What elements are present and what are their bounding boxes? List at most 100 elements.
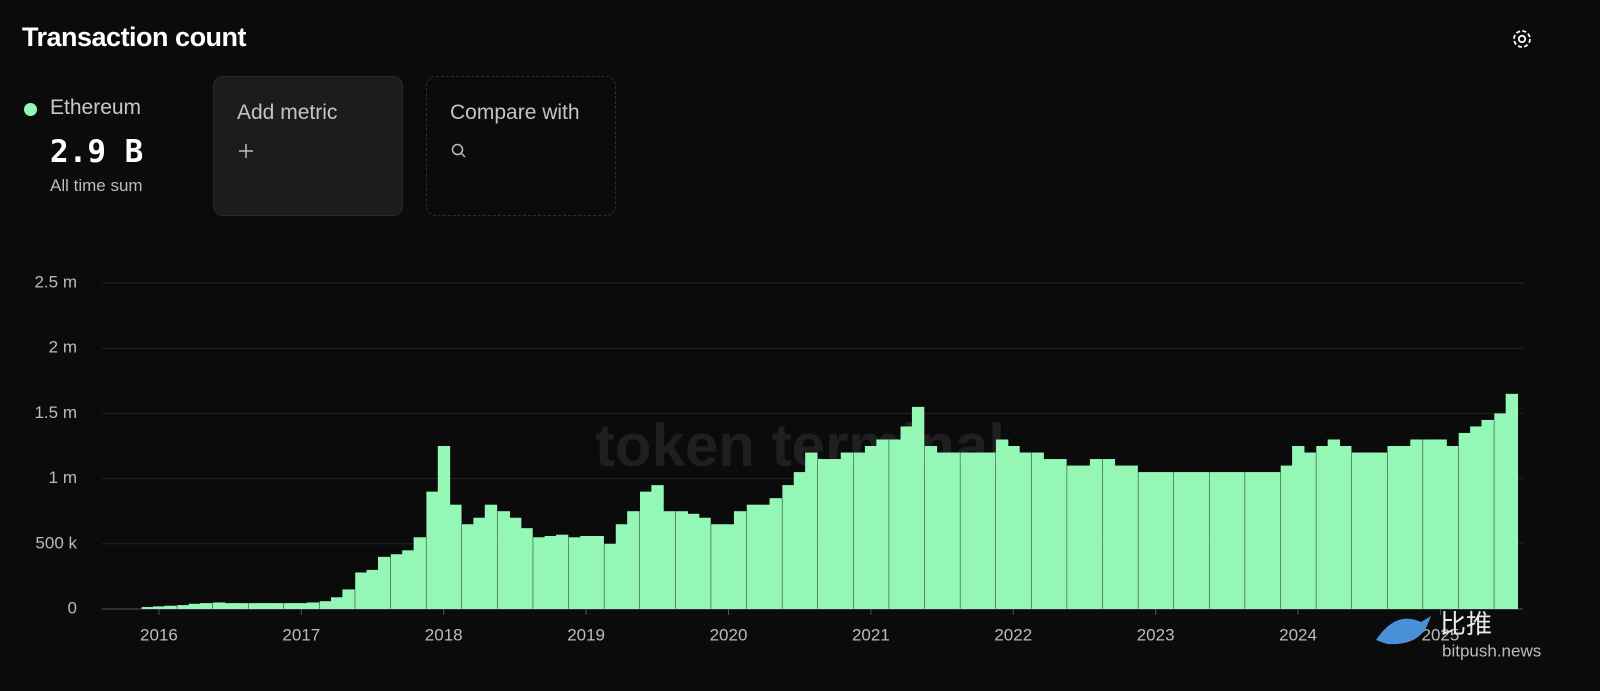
bar [366,569,379,609]
bar [995,439,1009,609]
bar [1445,446,1459,609]
page-title: Transaction count [22,22,247,52]
bar [604,543,617,609]
bar [449,504,462,609]
x-tick-label: 2025 [1422,625,1460,644]
bar [1494,413,1507,609]
bar [889,439,902,609]
bar [212,602,226,609]
bar [627,511,640,609]
bar [591,535,604,609]
bar [983,452,996,609]
bar [331,597,344,609]
bar [1067,465,1080,609]
bar [461,524,475,609]
compare-card[interactable]: Compare with [426,76,616,216]
bar [1423,439,1436,609]
bar [284,603,297,609]
bar [319,601,332,609]
bar [1374,452,1388,609]
bar [1149,472,1163,609]
bar [271,603,284,609]
x-tick-label: 2017 [282,625,320,644]
bar [377,556,391,609]
bar [911,406,925,609]
bar [936,452,949,609]
bar [1138,472,1151,609]
bar [1267,472,1281,609]
bar [1245,472,1258,609]
bar [746,504,760,609]
bar [698,517,711,609]
bar [1007,446,1020,609]
bar [971,452,985,609]
bar [840,452,854,609]
x-tick-label: 2016 [140,625,178,644]
bar [224,603,237,609]
bar [1114,465,1127,609]
bar [1042,459,1056,609]
bar [1185,472,1198,609]
y-tick-label: 1 m [49,468,77,487]
bar [1089,459,1103,609]
card-title: Compare with [450,101,580,124]
bar [1327,439,1341,609]
add-metric-card[interactable]: Add metric [213,76,403,216]
summary-caption: All time sum [50,176,143,195]
bar [1173,472,1187,609]
bar [1303,452,1316,609]
bar [758,504,771,609]
bar [947,452,960,609]
bar [1031,452,1044,609]
settings-icon[interactable] [1510,27,1534,51]
bar [615,524,629,609]
bar [793,472,807,609]
bar [1481,419,1494,609]
bar [580,535,593,609]
bar [177,605,190,609]
bar [426,491,439,609]
bar [662,511,676,609]
bar [544,535,557,609]
x-tick-label: 2022 [994,625,1032,644]
y-tick-label: 0 [68,598,77,617]
bar [497,511,510,609]
bar [1339,446,1352,609]
bar [484,504,498,609]
bar [1280,465,1294,609]
bar [1434,439,1447,609]
bars [141,393,1519,609]
bar [924,446,938,609]
bar [188,603,201,609]
bar [1161,472,1174,609]
bar [141,607,154,609]
x-tick-label: 2023 [1137,625,1175,644]
bar [235,603,248,609]
bar [1316,446,1329,609]
bar [900,426,913,609]
bar [295,603,308,609]
bar [769,498,782,609]
bar [1256,472,1269,609]
bar [1387,446,1400,609]
bar [342,589,355,609]
x-tick-label: 2018 [425,625,463,644]
bar [1292,446,1305,609]
bar [1125,465,1138,609]
bar [200,603,213,609]
bar [675,511,688,609]
bar [817,459,831,609]
bar [782,485,795,609]
bar [520,528,533,609]
bar [508,517,522,609]
bar [1351,452,1365,609]
bar [1458,432,1472,609]
card-title: Add metric [237,101,338,124]
bar [805,452,818,609]
bar [164,605,177,609]
bar [1505,393,1519,609]
bar [722,524,735,609]
bar [960,452,973,609]
bar [1196,472,1210,609]
